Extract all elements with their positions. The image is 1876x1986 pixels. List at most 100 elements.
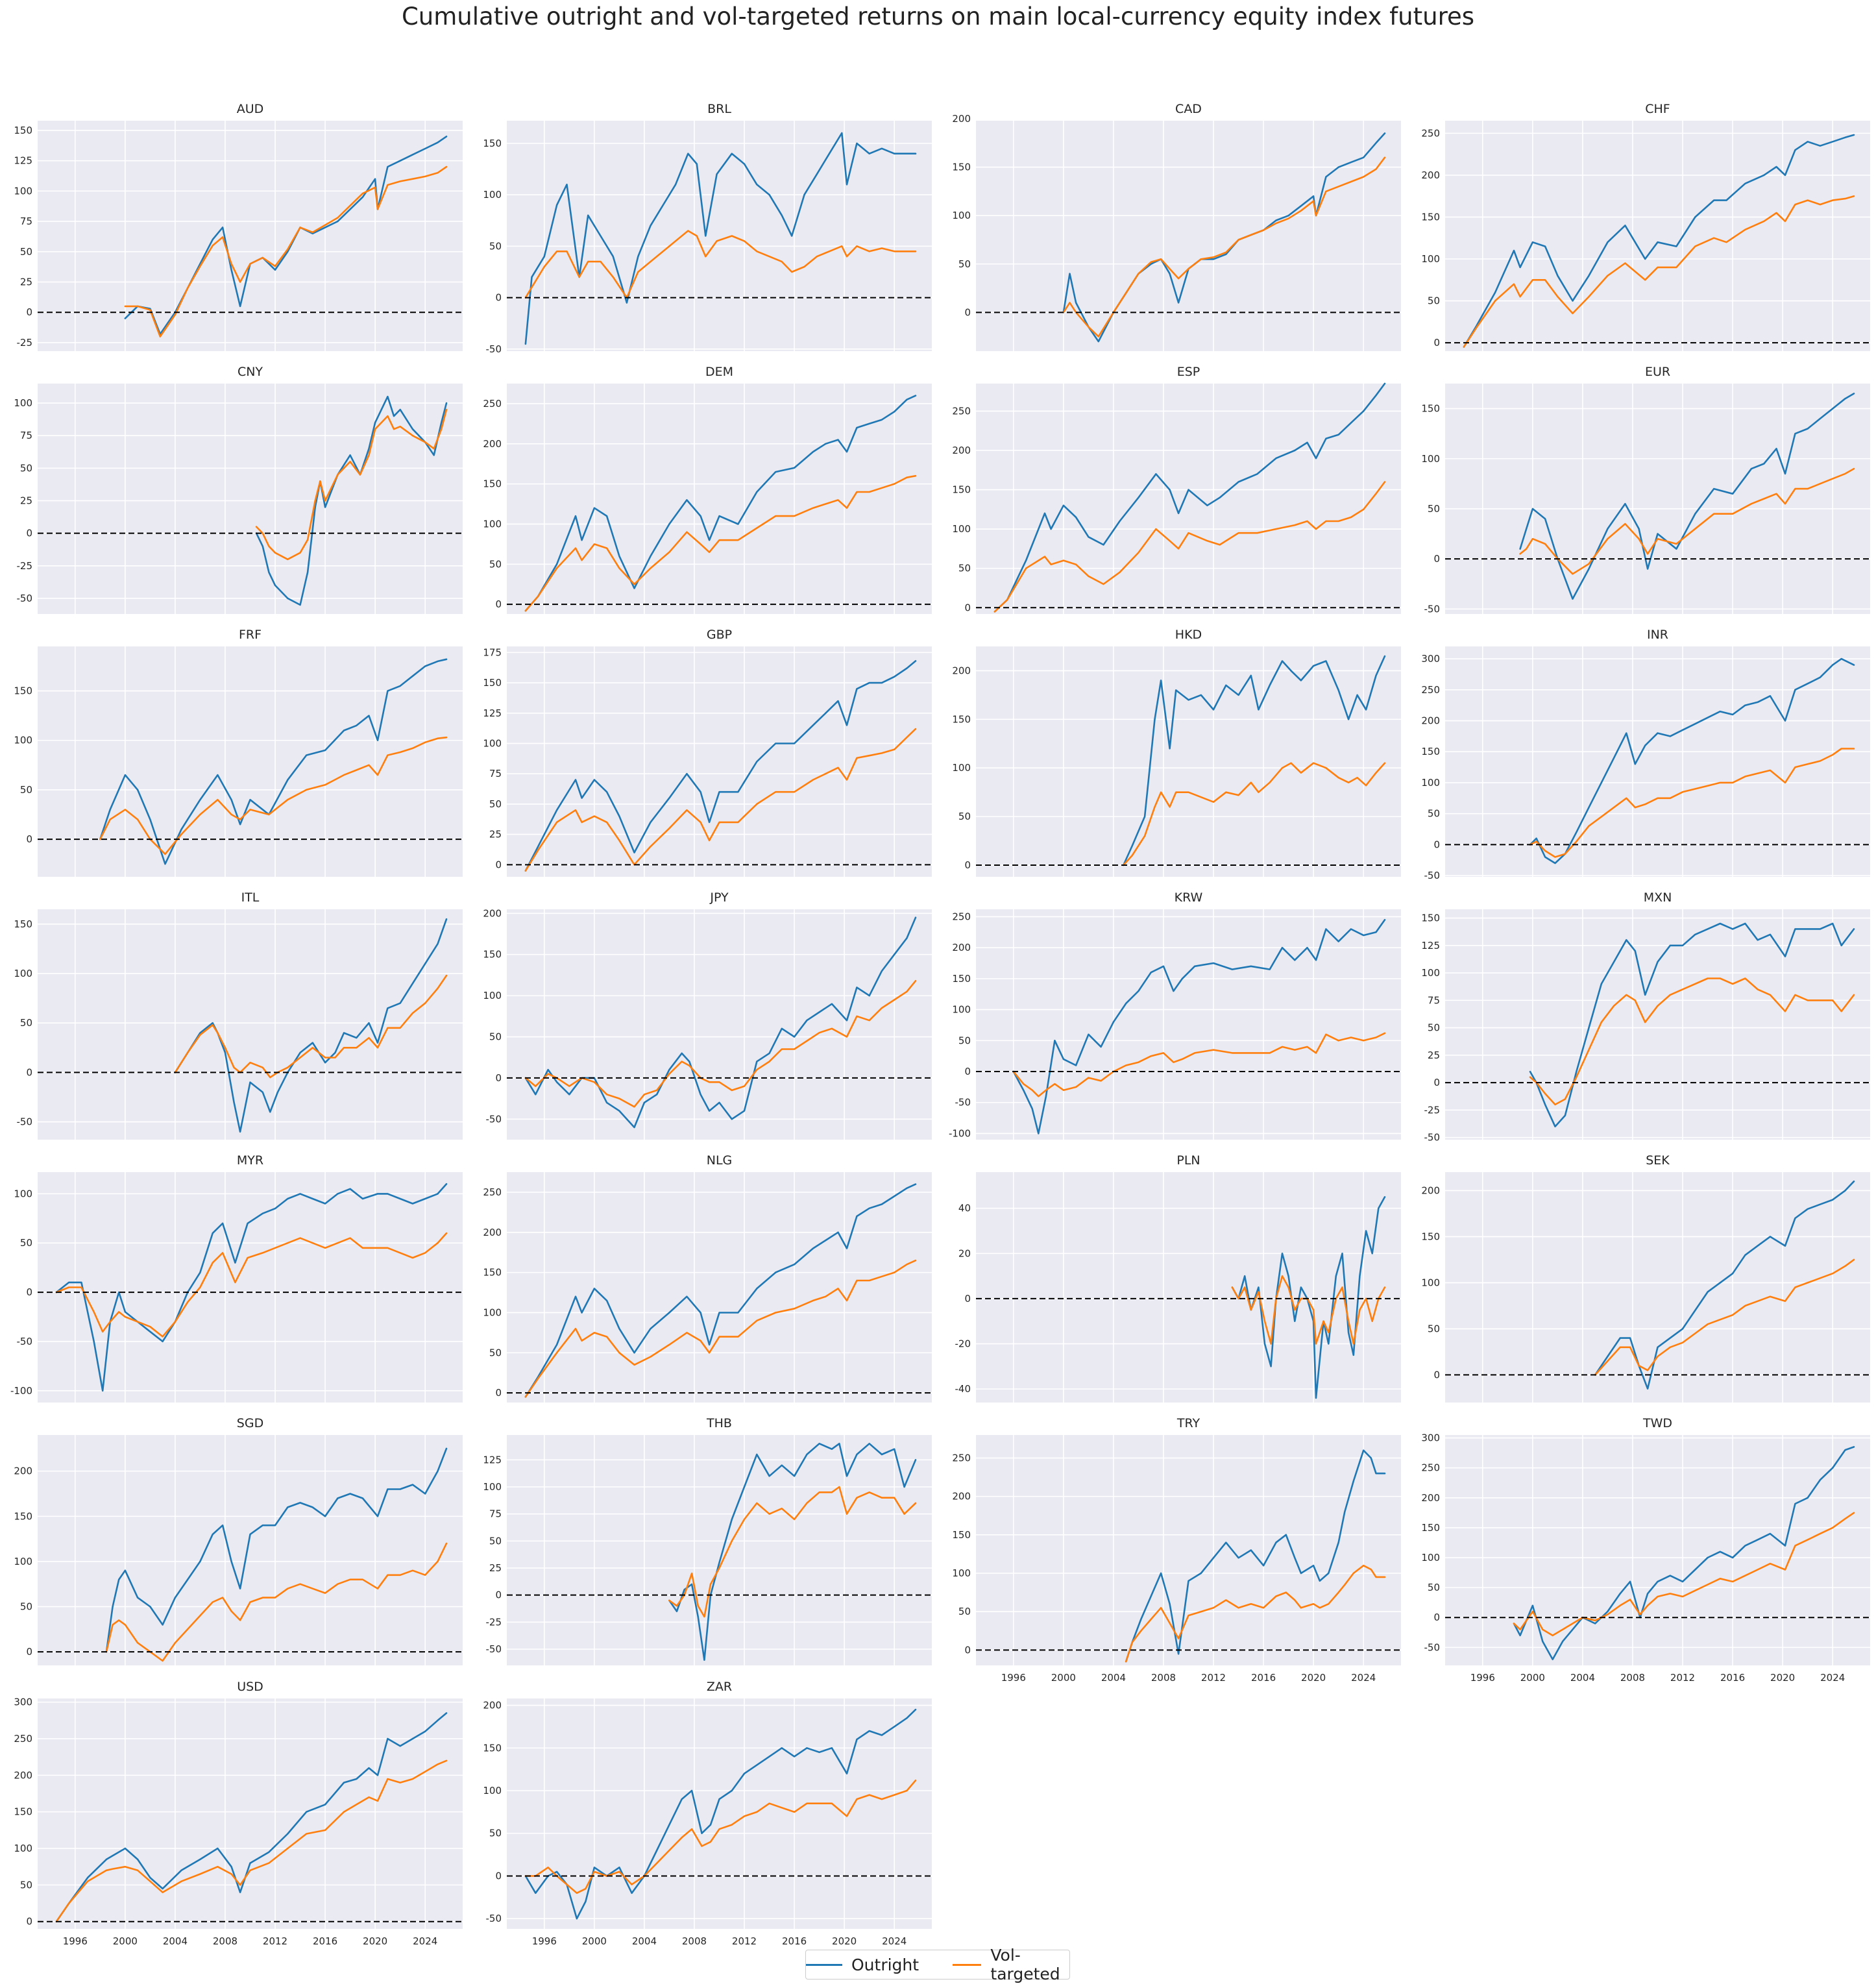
- y-tick-label: 200: [483, 1227, 502, 1238]
- y-tick-label: 100: [14, 185, 32, 197]
- y-tick-label: 0: [26, 306, 32, 318]
- y-tick-label: 0: [1433, 839, 1440, 850]
- panel-title: DEM: [705, 365, 733, 379]
- y-tick-label: 250: [1421, 1462, 1440, 1474]
- x-tick-label: 2024: [1820, 1672, 1845, 1684]
- series-line-outright: [55, 1183, 448, 1392]
- y-tick-label: 150: [1421, 1522, 1440, 1534]
- panel-itl: -50 0 50 100 150 ITL: [14, 890, 463, 1140]
- y-tick-label: 0: [1433, 1077, 1440, 1088]
- y-tick-label: 150: [483, 677, 502, 689]
- panel-jpy: -50 0 50 100 150 200 JPY: [483, 890, 932, 1140]
- y-tick-label: 50: [489, 1031, 502, 1043]
- x-tick-label: 2008: [213, 1935, 238, 1947]
- x-tick-label: 2008: [682, 1935, 707, 1947]
- y-tick-label: 150: [952, 1529, 971, 1541]
- panel-title: ESP: [1177, 365, 1200, 379]
- y-tick-label: 50: [1428, 808, 1440, 820]
- y-tick-label: 0: [1433, 1369, 1440, 1380]
- series-line-outright: [524, 916, 917, 1129]
- panel-cad: 0 50 100 150 200 CAD: [952, 102, 1401, 351]
- series-line-outright: [1529, 657, 1855, 864]
- series-line-vol-targeted: [1513, 1512, 1855, 1637]
- y-tick-label: 125: [1421, 940, 1440, 951]
- panel-sgd: 0 50 100 150 200 SGD: [14, 1416, 463, 1665]
- y-tick-label: 100: [483, 518, 502, 530]
- panel-title: CNY: [238, 365, 263, 379]
- y-tick-label: 50: [1428, 1323, 1440, 1334]
- y-tick-label: 0: [495, 1589, 502, 1601]
- x-tick-label: 2008: [1151, 1672, 1176, 1684]
- y-tick-label: 50: [489, 558, 502, 570]
- panel-background: [38, 121, 463, 351]
- series-line-outright: [1123, 655, 1386, 866]
- y-tick-label: 20: [958, 1247, 971, 1259]
- panel-background: [507, 1172, 932, 1403]
- y-tick-label: 200: [483, 1700, 502, 1711]
- series-line-outright: [1594, 1180, 1855, 1390]
- panel-sek: 0 50 100 150 200 SEK: [1421, 1153, 1870, 1403]
- legend-label-outright: Outright: [851, 1955, 920, 1974]
- y-tick-label: 200: [1421, 169, 1440, 181]
- y-tick-label: 50: [489, 1347, 502, 1358]
- x-tick-label: 2016: [1251, 1672, 1276, 1684]
- y-tick-label: -25: [17, 560, 33, 572]
- panel-background: [1445, 384, 1870, 614]
- series-line-outright: [524, 395, 917, 612]
- series-line-vol-targeted: [55, 1759, 448, 1922]
- panel-title: THB: [706, 1416, 732, 1430]
- y-tick-label: 200: [952, 665, 971, 676]
- y-tick-label: 0: [964, 306, 971, 318]
- y-tick-label: 0: [26, 833, 32, 845]
- series-line-outright: [668, 1443, 917, 1661]
- series-line-vol-targeted: [1125, 1564, 1386, 1663]
- y-tick-label: 0: [495, 859, 502, 870]
- panel-background: [38, 1172, 463, 1403]
- panel-title: MXN: [1644, 890, 1672, 905]
- x-tick-label: 2020: [832, 1935, 857, 1947]
- y-tick-label: 250: [14, 1733, 32, 1745]
- y-tick-label: -50: [17, 593, 33, 604]
- panel-mxn: -50 -25 0 25 50 75 100 125 150 MXN: [1421, 890, 1870, 1144]
- y-tick-label: -50: [1424, 603, 1441, 615]
- y-tick-label: 250: [952, 1453, 971, 1464]
- series-line-vol-targeted: [524, 474, 917, 612]
- y-tick-label: 50: [20, 784, 32, 796]
- y-tick-label: -40: [955, 1383, 971, 1395]
- x-tick-label: 2000: [113, 1935, 138, 1947]
- y-tick-label: 100: [1421, 1552, 1440, 1563]
- panel-background: [507, 1435, 932, 1665]
- y-tick-label: 125: [14, 155, 32, 167]
- y-tick-label: 50: [1428, 1582, 1440, 1593]
- y-tick-label: -100: [949, 1127, 971, 1139]
- series-line-vol-targeted: [1123, 762, 1386, 866]
- series-line-vol-targeted: [1231, 1275, 1386, 1345]
- y-tick-label: 200: [483, 907, 502, 919]
- y-tick-label: 0: [26, 1916, 32, 1928]
- series-line-vol-targeted: [1012, 1032, 1386, 1097]
- y-tick-label: 0: [26, 528, 32, 539]
- panel-background: [38, 384, 463, 614]
- y-tick-label: 0: [495, 1072, 502, 1084]
- legend: Outright Vol-targeted: [805, 1946, 1070, 1983]
- x-tick-label: 2000: [582, 1935, 607, 1947]
- y-tick-label: 200: [952, 113, 971, 125]
- panel-title: KRW: [1175, 890, 1203, 905]
- y-tick-label: 0: [964, 602, 971, 613]
- y-tick-label: 200: [1421, 715, 1440, 727]
- y-tick-label: -20: [955, 1338, 971, 1350]
- y-tick-label: 100: [14, 397, 32, 409]
- y-tick-label: 50: [958, 258, 971, 270]
- y-tick-label: 200: [14, 1465, 32, 1477]
- y-tick-label: -50: [486, 1113, 502, 1125]
- legend-item-vol-targeted: Vol-targeted: [953, 1946, 1069, 1983]
- y-tick-label: 0: [26, 1646, 32, 1658]
- y-tick-label: 100: [483, 1306, 502, 1318]
- panel-myr: -100 -50 0 50 100 MYR: [10, 1153, 463, 1403]
- y-tick-label: 25: [1428, 1049, 1440, 1061]
- y-tick-label: 125: [483, 707, 502, 719]
- panel-title: AUD: [237, 102, 264, 116]
- panel-twd: -50 0 50 100 150 200 250 300 TWD 1996 2000 2004 2008…: [1421, 1416, 1870, 1684]
- panel-background: [507, 384, 932, 614]
- y-tick-label: -50: [486, 1643, 502, 1655]
